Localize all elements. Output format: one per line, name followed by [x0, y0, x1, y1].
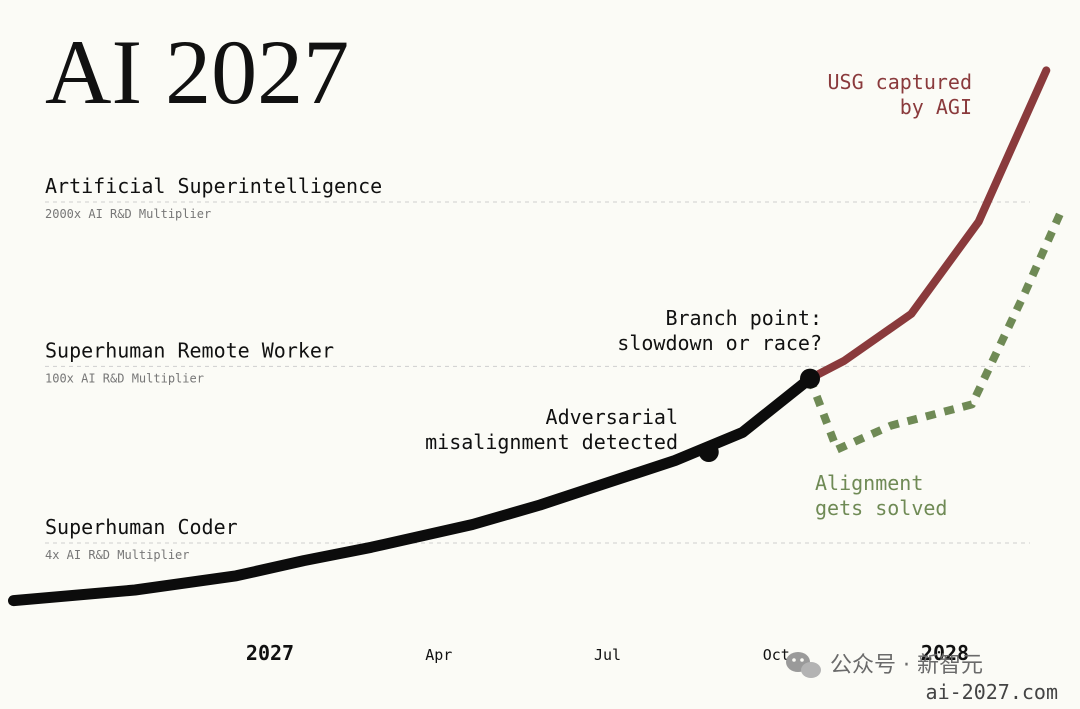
annotation-usg-line1: USG captured [828, 70, 973, 94]
watermark-text: 公众号 · 新智元 [830, 653, 983, 678]
source-url: ai-2027.com [926, 680, 1058, 704]
series-line-1 [806, 66, 1051, 383]
x-tick-label: Oct [763, 646, 790, 664]
series-line-2 [806, 212, 1064, 454]
annotation-usg-line2: by AGI [900, 95, 972, 119]
annotation-branch-line1: Branch point: [665, 306, 822, 330]
annotation-adversarial-line2: misalignment detected [425, 430, 678, 454]
chart-title: AI 2027 [45, 21, 349, 123]
level-label: Superhuman Coder [45, 515, 238, 539]
annotation-alignment-line1: Alignment [815, 471, 923, 495]
x-tick-label: Apr [425, 646, 452, 664]
annotation-branch-line2: slowdown or race? [617, 331, 822, 355]
x-axis-ticks: 2027 Apr Jul Oct 2028 [246, 641, 969, 665]
marker-point-1 [800, 368, 820, 389]
level-label: Artificial Superintelligence [45, 174, 382, 198]
level-multiplier: 2000x AI R&D Multiplier [45, 207, 211, 221]
level-lines: Artificial Superintelligence 2000x AI R&D… [45, 174, 1030, 562]
wechat-icon [786, 652, 821, 678]
x-tick-label: 2028 [921, 641, 969, 665]
marker-group [698, 368, 820, 463]
level-label: Superhuman Remote Worker [45, 338, 334, 362]
level-multiplier: 100x AI R&D Multiplier [45, 371, 204, 385]
annotation-adversarial-line1: Adversarial [546, 405, 678, 429]
level-multiplier: 4x AI R&D Multiplier [45, 548, 190, 562]
marker-point-0 [698, 442, 719, 463]
series-line-0 [8, 373, 816, 607]
x-tick-label: 2027 [246, 641, 294, 665]
series-group [8, 66, 1064, 607]
annotation-alignment-line2: gets solved [815, 496, 947, 520]
x-tick-label: Jul [594, 646, 621, 664]
